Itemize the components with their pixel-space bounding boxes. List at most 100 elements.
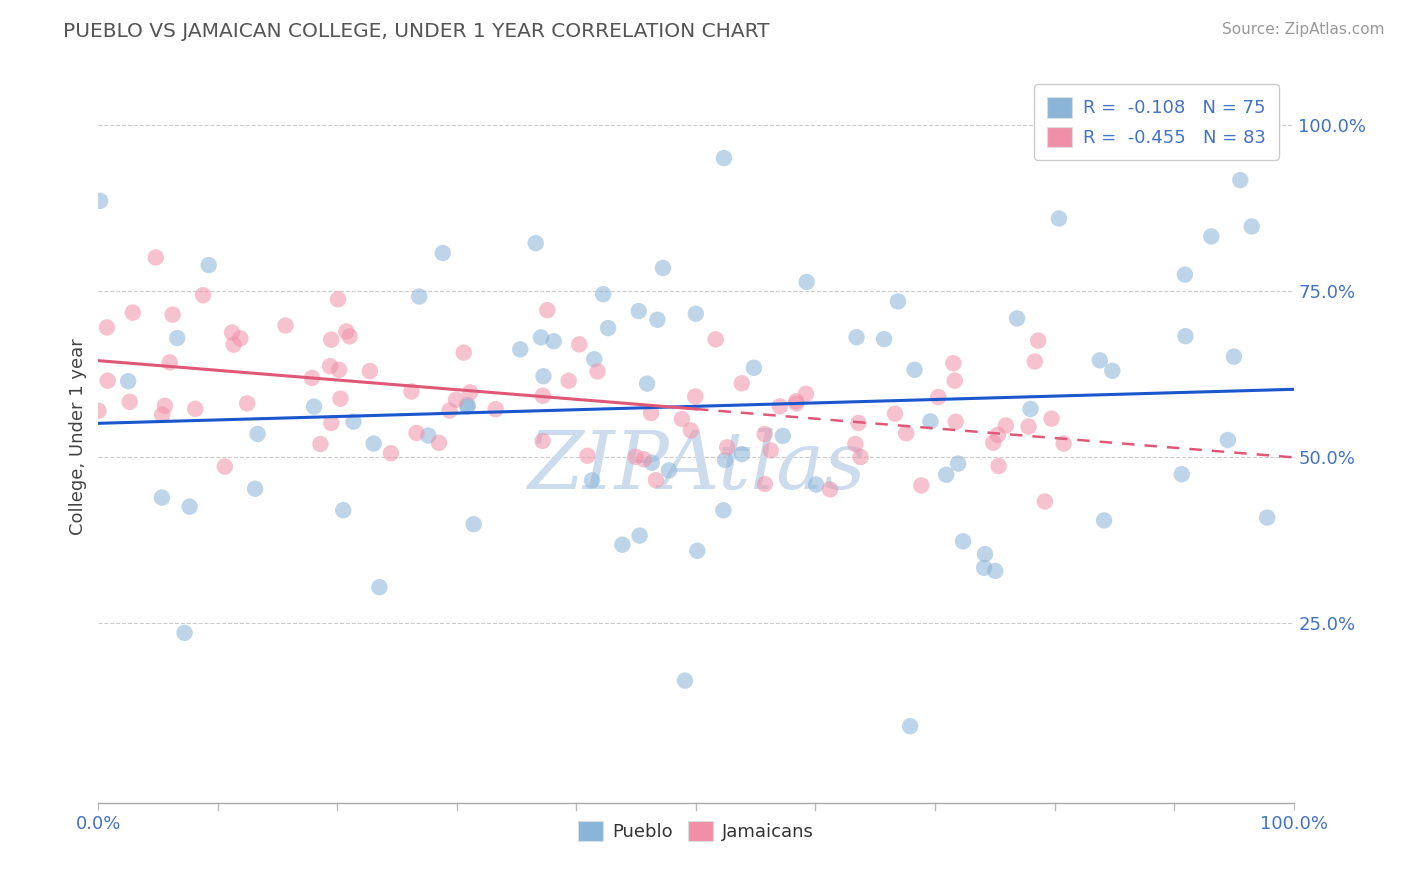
Point xyxy=(401,384,423,399)
Point xyxy=(714,453,737,467)
Point xyxy=(229,331,252,345)
Point xyxy=(658,463,681,477)
Point xyxy=(903,362,925,376)
Y-axis label: College, Under 1 year: College, Under 1 year xyxy=(69,339,87,535)
Point xyxy=(89,194,111,208)
Point xyxy=(458,385,481,400)
Point xyxy=(576,449,599,463)
Point xyxy=(463,517,485,532)
Point xyxy=(427,435,450,450)
Point xyxy=(624,450,647,464)
Point xyxy=(236,396,259,410)
Point xyxy=(920,414,942,428)
Point xyxy=(332,503,354,517)
Point xyxy=(159,355,181,369)
Point xyxy=(173,625,195,640)
Point xyxy=(1216,433,1239,447)
Point xyxy=(1201,229,1223,244)
Point xyxy=(818,483,841,497)
Text: Source: ZipAtlas.com: Source: ZipAtlas.com xyxy=(1222,22,1385,37)
Point xyxy=(640,406,662,420)
Point xyxy=(943,374,966,388)
Point xyxy=(887,294,910,309)
Point xyxy=(1240,219,1263,234)
Point xyxy=(274,318,297,333)
Point xyxy=(485,402,508,417)
Point xyxy=(898,719,921,733)
Point xyxy=(884,407,907,421)
Point xyxy=(984,564,1007,578)
Point xyxy=(1092,513,1115,527)
Point xyxy=(121,306,143,320)
Point xyxy=(633,452,655,467)
Point xyxy=(848,416,870,430)
Point xyxy=(359,364,381,378)
Point xyxy=(647,312,669,326)
Point xyxy=(651,260,673,275)
Point xyxy=(772,429,794,443)
Point xyxy=(679,423,702,437)
Point xyxy=(153,399,176,413)
Point xyxy=(685,389,707,403)
Point xyxy=(994,418,1017,433)
Point xyxy=(457,400,479,414)
Point xyxy=(785,394,807,409)
Point xyxy=(339,329,361,343)
Point xyxy=(641,456,664,470)
Point xyxy=(1170,467,1192,482)
Point xyxy=(628,528,651,542)
Point xyxy=(509,343,531,357)
Point xyxy=(531,389,554,403)
Point xyxy=(1040,411,1063,425)
Point xyxy=(150,408,173,422)
Point xyxy=(118,394,141,409)
Point xyxy=(754,477,776,491)
Point xyxy=(222,337,245,351)
Point xyxy=(524,236,547,251)
Point xyxy=(329,392,352,406)
Point xyxy=(636,376,658,391)
Point xyxy=(983,435,1005,450)
Point xyxy=(1005,311,1028,326)
Point xyxy=(444,392,467,407)
Point xyxy=(796,275,818,289)
Point xyxy=(335,325,357,339)
Point xyxy=(1026,334,1049,348)
Point xyxy=(439,403,461,417)
Point xyxy=(408,289,430,303)
Point xyxy=(592,287,614,301)
Point xyxy=(586,364,609,378)
Point xyxy=(759,443,782,458)
Point xyxy=(363,436,385,450)
Point xyxy=(1024,354,1046,368)
Point xyxy=(319,359,342,373)
Point xyxy=(191,288,214,302)
Point xyxy=(1101,364,1123,378)
Point xyxy=(1019,401,1042,416)
Point xyxy=(754,427,776,442)
Point xyxy=(246,427,269,442)
Point xyxy=(845,330,868,344)
Point xyxy=(673,673,696,688)
Point xyxy=(731,376,754,391)
Point xyxy=(96,320,118,334)
Point xyxy=(1047,211,1070,226)
Point xyxy=(896,426,918,441)
Point xyxy=(179,500,201,514)
Point xyxy=(117,374,139,388)
Point xyxy=(927,390,949,404)
Point xyxy=(671,412,693,426)
Point xyxy=(974,547,997,561)
Point xyxy=(530,330,553,344)
Point xyxy=(645,473,668,487)
Point xyxy=(973,561,995,575)
Point xyxy=(432,246,454,260)
Point xyxy=(1229,173,1251,187)
Point xyxy=(162,308,184,322)
Point xyxy=(713,151,735,165)
Point xyxy=(453,345,475,359)
Point xyxy=(849,450,872,464)
Point xyxy=(987,458,1010,473)
Point xyxy=(150,491,173,505)
Point xyxy=(785,396,807,410)
